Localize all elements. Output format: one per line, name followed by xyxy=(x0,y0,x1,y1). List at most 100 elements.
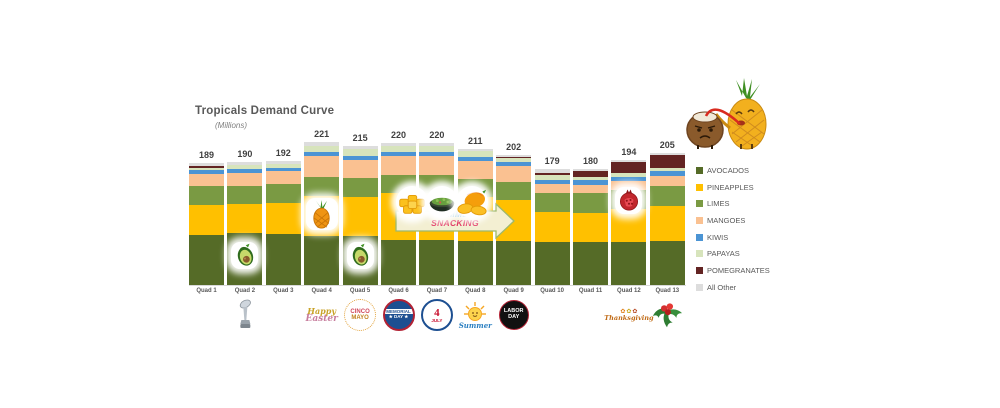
segment-papayas xyxy=(381,145,416,153)
segment-pineapples xyxy=(189,204,224,235)
segment-avocados xyxy=(573,241,608,285)
happy-easter-badge: Happy Easter xyxy=(305,305,338,324)
pineapple-icon xyxy=(305,198,338,230)
bar-quad-1 xyxy=(189,163,224,285)
segment-papayas xyxy=(611,173,647,177)
segment-mangoes xyxy=(342,159,378,178)
pineapple-mascot-icon xyxy=(714,78,767,150)
segment-kiwis xyxy=(573,180,608,185)
bar-quad-10 xyxy=(534,169,570,285)
chart-subtitle: (Millions) xyxy=(215,121,247,130)
segment-mangoes xyxy=(496,166,532,182)
segment-pineapples xyxy=(534,212,570,242)
x-axis-label: Quad 3 xyxy=(273,288,294,294)
legend-item: PAPAYAS xyxy=(696,245,770,262)
thanksgiving-badge: ✿ ✿ ✿ Thanksgiving xyxy=(604,309,654,323)
segment-avocados xyxy=(419,239,455,285)
christmas-holly-badge xyxy=(649,297,685,333)
segment-mangoes xyxy=(304,155,340,177)
bar-value-label: 189 xyxy=(198,150,215,160)
bar-quad-7 xyxy=(419,142,455,285)
bar-value-label: 215 xyxy=(352,133,368,144)
fourth-of-july-badge: 4 JULY xyxy=(419,297,455,333)
segment-mangoes xyxy=(189,173,224,187)
mango-icon xyxy=(456,186,488,218)
segment-limes xyxy=(265,184,301,203)
pineapple-coconut-mascots xyxy=(686,78,767,150)
segment-pomegranates xyxy=(534,172,570,176)
segment-limes xyxy=(227,185,263,205)
segment-pomegranates xyxy=(573,171,608,177)
segment-avocados xyxy=(265,233,301,285)
x-axis-label: Quad 12 xyxy=(617,288,641,294)
pomegranate-icon xyxy=(615,186,643,214)
segment-all-other xyxy=(534,169,570,173)
segment-papayas xyxy=(419,145,455,153)
segment-pineapples xyxy=(342,197,378,236)
x-axis-label: Quad 11 xyxy=(578,288,603,294)
legend-swatch-icon xyxy=(696,216,703,224)
x-axis-label: Quad 5 xyxy=(349,288,371,294)
legend-item: MANGOES xyxy=(696,212,770,229)
x-axis-label: Quad 4 xyxy=(311,288,332,294)
segment-kiwis xyxy=(342,155,378,160)
segment-papayas xyxy=(342,149,378,156)
x-axis-label: Quad 9 xyxy=(503,288,524,294)
legend-label: PAPAYAS xyxy=(707,249,740,259)
segment-papayas xyxy=(496,157,532,163)
x-axis-label: Quad 6 xyxy=(388,288,409,294)
guacamole-icon xyxy=(426,186,458,218)
segment-kiwis xyxy=(381,152,416,156)
x-axis-label: Quad 1 xyxy=(196,288,217,294)
segment-pineapples xyxy=(611,209,647,242)
x-axis-label: Quad 10 xyxy=(540,288,564,294)
segment-pomegranates xyxy=(611,162,647,174)
segment-mangoes xyxy=(381,155,416,175)
coconut-mascot-icon xyxy=(686,111,724,149)
segment-all-other xyxy=(457,148,493,152)
segment-kiwis xyxy=(611,176,647,182)
bar-value-label: 190 xyxy=(237,149,253,160)
segment-kiwis xyxy=(649,171,685,176)
legend-swatch-icon xyxy=(696,166,703,174)
super-bowl-trophy-badge xyxy=(227,297,263,333)
legend-swatch-icon xyxy=(696,266,703,274)
segment-papayas xyxy=(265,163,301,168)
x-axis-label: Quad 8 xyxy=(465,288,486,294)
avocado-icon xyxy=(346,241,374,269)
segment-pomegranates xyxy=(496,157,532,158)
segment-avocados xyxy=(611,241,647,285)
segment-kiwis xyxy=(227,168,263,173)
bar-quad-11 xyxy=(573,168,608,285)
bar-value-label: 180 xyxy=(582,155,599,166)
bar-value-label: 205 xyxy=(659,139,675,150)
segment-limes xyxy=(534,192,570,213)
segment-mangoes xyxy=(419,155,455,175)
legend-swatch-icon xyxy=(696,250,703,258)
x-axis-label: Quad 7 xyxy=(426,288,448,294)
segment-mangoes xyxy=(649,175,685,186)
segment-mangoes xyxy=(611,181,647,191)
segment-pineapples xyxy=(649,205,685,242)
segment-all-other xyxy=(227,162,263,165)
bar-value-label: 220 xyxy=(390,129,407,140)
segment-papayas xyxy=(227,164,263,169)
segment-avocados xyxy=(304,235,340,285)
segment-kiwis xyxy=(496,162,532,167)
segment-limes xyxy=(189,186,224,205)
pineapple-chunks-icon xyxy=(396,186,428,218)
bar-quad-13 xyxy=(649,152,685,285)
banner-line1: SUMMER xyxy=(435,209,475,219)
legend-label: KIWIS xyxy=(707,232,729,242)
legend-swatch-icon xyxy=(696,233,703,241)
segment-kiwis xyxy=(457,157,493,162)
avocado-icon xyxy=(231,241,259,269)
segment-limes xyxy=(304,176,340,196)
bar-value-label: 192 xyxy=(275,148,291,159)
legend: AVOCADOS PINEAPPLES LIMES MANGOES KIWIS PAPAY… xyxy=(696,162,770,296)
segment-papayas xyxy=(534,175,570,180)
segment-all-other xyxy=(189,163,224,166)
segment-papayas xyxy=(573,176,608,181)
bar-value-label: 220 xyxy=(429,129,445,140)
